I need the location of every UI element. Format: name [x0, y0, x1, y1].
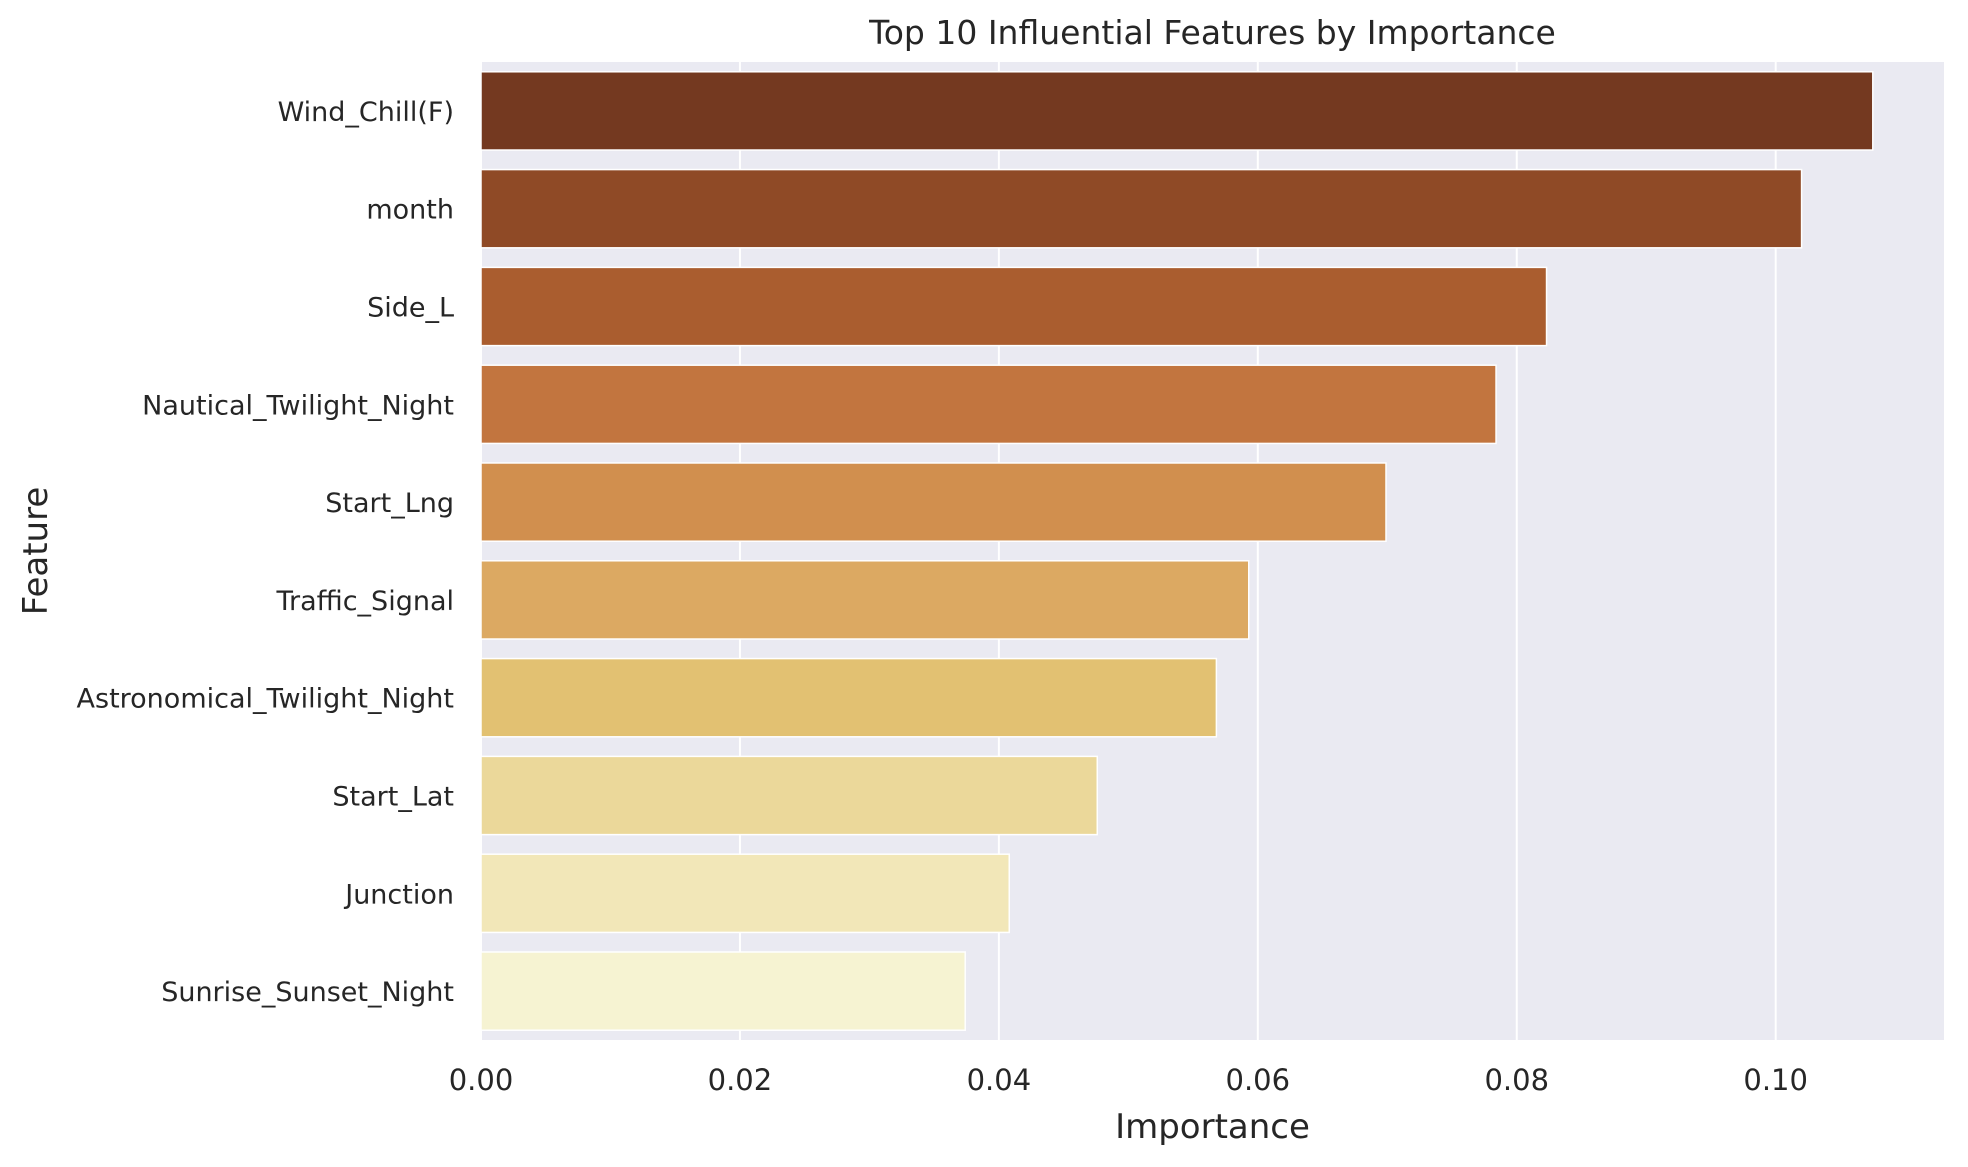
y-tick-label: Sunrise_Sunset_Night	[161, 977, 454, 1008]
bar-start-lat	[480, 755, 1099, 836]
y-tick-label: Traffic_Signal	[275, 586, 454, 617]
chart-title: Top 10 Influential Features by Importanc…	[868, 13, 1556, 52]
y-tick-label: month	[366, 195, 454, 226]
y-tick-label: Start_Lng	[325, 488, 454, 519]
bar-astronomical-twilight-night	[480, 657, 1218, 738]
bar-wind-chill-f-	[480, 71, 1874, 151]
bar-sunrise-sunset-night	[480, 951, 966, 1031]
y-tick-label: Junction	[343, 879, 454, 910]
bar-nautical-twilight-night	[480, 364, 1497, 445]
bar-side-l	[480, 266, 1548, 347]
y-tick-label: Side_L	[367, 293, 454, 324]
x-tick-label: 0.02	[708, 1063, 773, 1097]
x-tick-label: 0.08	[1484, 1063, 1549, 1097]
y-tick-label: Wind_Chill(F)	[278, 97, 454, 128]
x-tick-label: 0.04	[967, 1063, 1032, 1097]
x-axis-label: Importance	[1115, 1107, 1310, 1147]
y-axis-label: Feature	[16, 487, 56, 615]
y-tick-label: Astronomical_Twilight_Night	[77, 684, 454, 715]
y-tick-label: Start_Lat	[332, 782, 454, 813]
bar-start-lng	[480, 462, 1387, 542]
x-tick-label: 0.10	[1743, 1063, 1808, 1097]
x-tick-label: 0.06	[1226, 1063, 1291, 1097]
y-tick-label: Nautical_Twilight_Night	[142, 390, 454, 421]
x-tick-label: 0.00	[449, 1063, 514, 1097]
bar-month	[480, 168, 1803, 249]
bar-traffic-signal	[480, 560, 1250, 640]
bar-junction	[480, 853, 1010, 934]
plot-area	[480, 62, 1944, 1040]
